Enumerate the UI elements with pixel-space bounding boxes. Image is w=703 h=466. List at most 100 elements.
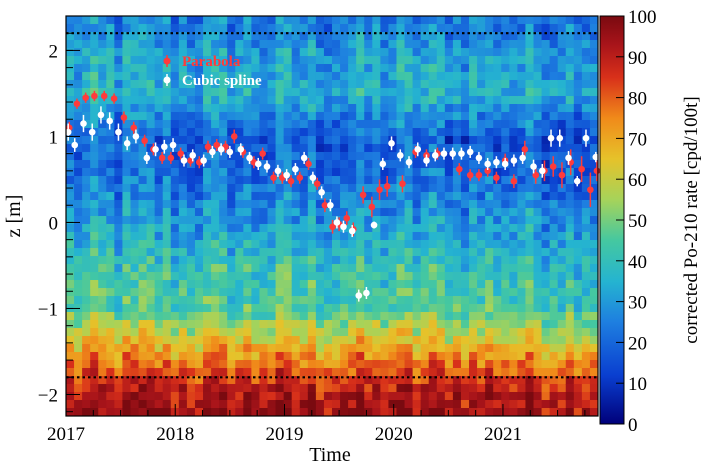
heatmap-cell	[315, 336, 325, 345]
heatmap-cell	[283, 32, 293, 41]
heatmap-cell	[211, 168, 220, 177]
heatmap-cell	[332, 136, 341, 145]
heatmap-cell	[106, 344, 115, 353]
heatmap-cell	[573, 48, 583, 57]
heatmap-cell	[332, 264, 341, 273]
heatmap-cell	[501, 392, 510, 401]
heatmap-cell	[396, 192, 406, 201]
heatmap-cell	[460, 64, 470, 73]
heatmap-cell	[283, 272, 293, 281]
heatmap-cell	[517, 408, 527, 416]
heatmap-cell	[275, 192, 285, 201]
heatmap-cell	[517, 352, 527, 361]
data-point	[582, 134, 590, 142]
heatmap-cell	[340, 32, 349, 41]
heatmap-cell	[259, 200, 269, 209]
heatmap-cell	[452, 168, 462, 177]
heatmap-cell	[372, 248, 381, 257]
heatmap-cell	[565, 16, 575, 25]
heatmap-cell	[122, 280, 132, 289]
heatmap-cell	[477, 296, 486, 305]
heatmap-cell	[291, 272, 301, 281]
heatmap-cell	[162, 176, 172, 185]
heatmap-cell	[203, 88, 212, 97]
heatmap-cell	[178, 72, 188, 81]
heatmap-cell	[291, 336, 301, 345]
heatmap-cell	[493, 136, 502, 145]
heatmap-cell	[412, 232, 422, 241]
heatmap-cell	[106, 376, 115, 385]
heatmap-cell	[388, 128, 398, 137]
heatmap-cell	[348, 368, 357, 377]
heatmap-cell	[146, 208, 156, 217]
heatmap-cell	[525, 192, 535, 201]
heatmap-cell	[283, 192, 293, 201]
heatmap-cell	[227, 184, 236, 193]
heatmap-cell	[178, 408, 188, 416]
heatmap-cell	[541, 216, 551, 225]
data-point	[226, 148, 234, 156]
heatmap-cell	[82, 176, 91, 185]
heatmap-cell	[211, 32, 220, 41]
heatmap-cell	[557, 72, 567, 81]
heatmap-cell	[517, 160, 527, 169]
heatmap-cell	[299, 96, 309, 105]
heatmap-cell	[219, 280, 228, 289]
data-point	[177, 150, 185, 157]
heatmap-cell	[493, 312, 502, 321]
heatmap-cell	[420, 176, 430, 185]
heatmap-cell	[106, 224, 115, 233]
heatmap-cell	[364, 224, 373, 233]
heatmap-cell	[557, 128, 567, 137]
heatmap-cell	[211, 56, 220, 65]
data-point	[475, 154, 483, 162]
heatmap-cell	[154, 24, 164, 33]
heatmap-cell	[493, 24, 502, 33]
heatmap-cell	[227, 24, 236, 33]
heatmap-cell	[364, 328, 373, 337]
heatmap-cell	[323, 120, 333, 129]
heatmap-cell	[186, 264, 196, 273]
heatmap-cell	[541, 224, 551, 233]
heatmap-cell	[90, 24, 99, 33]
heatmap-cell	[122, 96, 132, 105]
heatmap-cell	[178, 64, 188, 73]
heatmap-cell	[74, 328, 83, 337]
heatmap-cell	[493, 408, 502, 416]
heatmap-cell	[428, 48, 438, 57]
heatmap-cell	[452, 408, 462, 416]
heatmap-cell	[589, 240, 598, 249]
heatmap-cell	[74, 272, 83, 281]
heatmap-cell	[74, 240, 83, 249]
heatmap-cell	[573, 344, 583, 353]
heatmap-cell	[396, 360, 406, 369]
heatmap-cell	[332, 112, 341, 121]
heatmap-cell	[533, 288, 543, 297]
heatmap-cell	[323, 176, 333, 185]
heatmap-cell	[219, 88, 228, 97]
heatmap-cell	[203, 72, 212, 81]
heatmap-cell	[82, 384, 91, 393]
heatmap-cell	[323, 96, 333, 105]
heatmap-cell	[227, 168, 236, 177]
heatmap-cell	[396, 216, 406, 225]
heatmap-cell	[460, 176, 470, 185]
heatmap-cell	[66, 392, 75, 401]
heatmap-cell	[122, 88, 132, 97]
heatmap-cell	[114, 216, 124, 225]
heatmap-cell	[533, 272, 543, 281]
heatmap-cell	[340, 392, 349, 401]
heatmap-cell	[581, 224, 591, 233]
heatmap-cell	[138, 352, 148, 361]
heatmap-cell	[299, 248, 309, 257]
heatmap-cell	[517, 328, 527, 337]
heatmap-cell	[477, 352, 486, 361]
heatmap-cell	[557, 32, 567, 41]
heatmap-cell	[170, 392, 180, 401]
y-axis-ticks: 210−1−2	[38, 32, 80, 413]
heatmap-cell	[557, 24, 567, 33]
heatmap-cell	[154, 16, 164, 25]
heatmap-cell	[501, 24, 510, 33]
heatmap-cell	[178, 336, 188, 345]
heatmap-cell	[130, 376, 140, 385]
